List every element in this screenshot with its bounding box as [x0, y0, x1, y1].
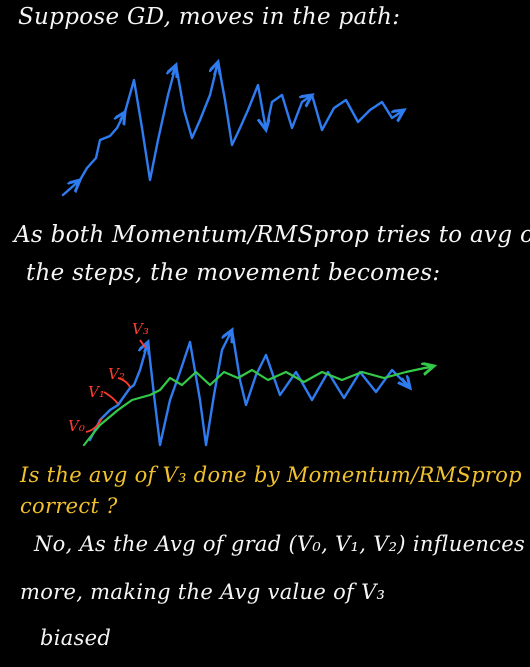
gd-path-bottom [88, 328, 412, 447]
heading-text: Suppose GD, moves in the path: [18, 4, 401, 30]
gd-path-top [61, 60, 406, 197]
question-line1: Is the avg of V₃ done by Momentum/RMSpro… [20, 463, 522, 487]
avg-path [82, 364, 436, 447]
answer-line2: more, making the Avg value of V₃ [20, 580, 386, 604]
answer-line1: No, As the Avg of grad (V₀, V₁, V₂) infl… [34, 532, 526, 556]
v1-label: V₁ [88, 383, 105, 401]
answer-line3: biased [40, 626, 112, 650]
v2-label: V₂ [108, 365, 125, 383]
question-line2: correct ? [20, 494, 118, 518]
momentum-text-line1: As both Momentum/RMSprop tries to avg ou… [14, 222, 530, 248]
momentum-text-line2: the steps, the movement becomes: [26, 260, 441, 286]
v3-label: V₃ [132, 320, 149, 338]
v0-label: V₀ [68, 417, 85, 435]
